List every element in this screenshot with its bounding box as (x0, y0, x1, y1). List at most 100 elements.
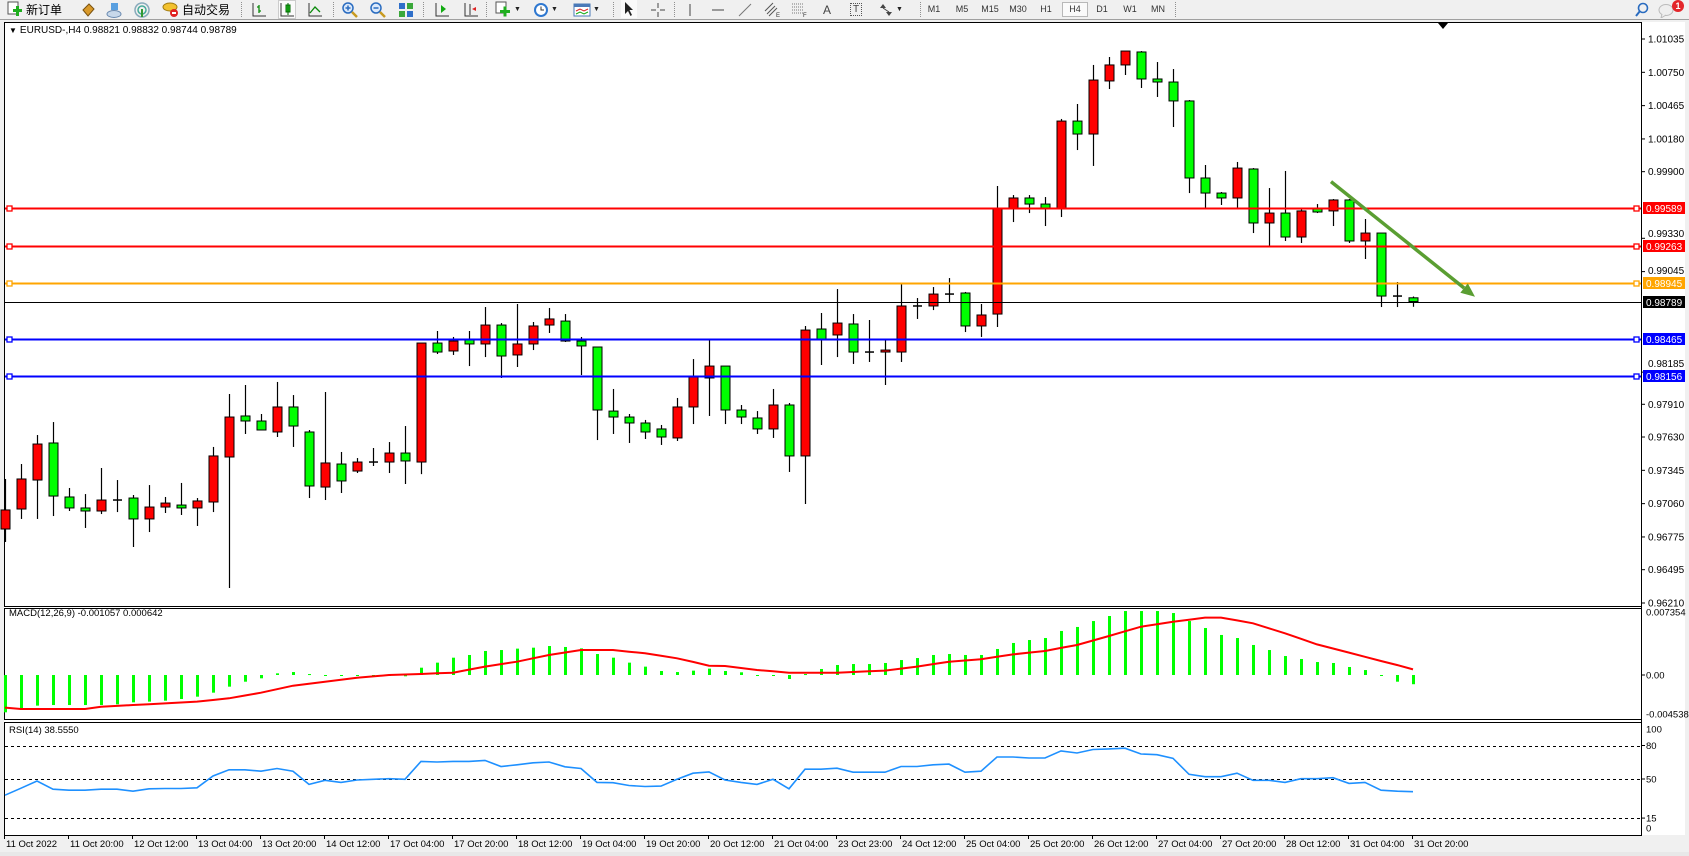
candle[interactable] (640, 419, 651, 440)
zoom-in-button[interactable] (342, 1, 358, 18)
candle[interactable] (432, 330, 443, 355)
candle[interactable] (1184, 100, 1195, 194)
candle[interactable] (1248, 168, 1259, 234)
level-handle[interactable] (6, 243, 13, 250)
candle[interactable] (240, 384, 251, 434)
candle[interactable] (592, 346, 603, 441)
chart-shift-marker-icon[interactable] (1438, 23, 1448, 29)
candle[interactable] (32, 435, 43, 519)
candle[interactable] (1296, 208, 1307, 243)
candle[interactable] (176, 482, 187, 515)
candle[interactable] (480, 307, 491, 358)
new-chart-button[interactable]: ▼ (494, 1, 521, 18)
level-handle[interactable] (1633, 243, 1640, 250)
candle[interactable] (288, 395, 299, 447)
timeframe-h1[interactable]: H1 (1040, 4, 1052, 14)
macd-panel[interactable] (4, 611, 1415, 713)
chevron-down-icon[interactable]: ▼ (551, 6, 558, 13)
level-handle[interactable] (1633, 373, 1640, 380)
chevron-down-icon[interactable]: ▼ (896, 6, 903, 13)
level-handle[interactable] (1633, 280, 1640, 287)
candle[interactable] (1088, 64, 1099, 166)
candle[interactable] (528, 321, 539, 351)
candle[interactable] (1072, 103, 1083, 151)
crosshair-button[interactable] (650, 1, 666, 18)
candle[interactable] (1344, 199, 1355, 243)
candle[interactable] (1024, 195, 1035, 214)
candle[interactable] (1168, 69, 1179, 128)
candle[interactable] (1280, 170, 1291, 241)
candle[interactable] (928, 287, 939, 311)
candle[interactable] (64, 487, 75, 512)
auto-trading-button[interactable]: 自动交易 (162, 1, 230, 18)
line-chart-button[interactable] (307, 1, 323, 18)
level-handle[interactable] (6, 205, 13, 212)
timeframe-m5[interactable]: M5 (955, 4, 969, 14)
periods-button[interactable]: ▼ (533, 1, 558, 18)
zoom-out-button[interactable] (370, 1, 386, 18)
new-order-button[interactable]: 新订单 (6, 1, 62, 18)
text-label-button[interactable]: T (850, 1, 863, 18)
candle[interactable] (336, 451, 347, 494)
candle[interactable] (1136, 51, 1147, 88)
candle[interactable] (656, 424, 667, 445)
candle[interactable] (1408, 296, 1419, 307)
candle[interactable] (1264, 188, 1275, 247)
candle[interactable] (1232, 161, 1243, 209)
candle[interactable] (752, 411, 763, 434)
candle[interactable] (400, 426, 411, 485)
candle[interactable] (320, 392, 331, 501)
auto-scroll-button[interactable] (434, 1, 450, 18)
vertical-line-button[interactable] (682, 1, 698, 18)
candle[interactable] (560, 314, 571, 342)
timeframe-w1[interactable]: W1 (1123, 4, 1137, 14)
candle[interactable] (960, 291, 971, 333)
candlestick-button[interactable] (278, 0, 296, 19)
header-triangle-icon[interactable]: ▼ (9, 26, 17, 35)
candle[interactable] (704, 339, 715, 416)
candle[interactable] (1104, 57, 1115, 90)
notification-button[interactable] (1658, 1, 1674, 18)
candle[interactable] (945, 278, 954, 304)
level-handle[interactable] (6, 373, 13, 380)
candle[interactable] (208, 446, 219, 513)
timeframe-h4[interactable]: H4 (1062, 2, 1088, 17)
candle[interactable] (913, 298, 922, 319)
level-handle[interactable] (6, 336, 13, 343)
candle[interactable] (1216, 192, 1227, 205)
candle[interactable] (544, 307, 555, 333)
timeframe-mn[interactable]: MN (1151, 4, 1165, 14)
candle[interactable] (369, 448, 378, 467)
candle[interactable] (1376, 232, 1387, 308)
price-panel[interactable] (0, 23, 1641, 589)
cloud-button[interactable] (106, 1, 122, 18)
candle[interactable] (672, 397, 683, 441)
candle[interactable] (865, 320, 874, 362)
candle[interactable] (48, 422, 59, 517)
timeframe-m30[interactable]: M30 (1009, 4, 1027, 14)
fibonacci-button[interactable]: F (791, 1, 809, 18)
candle[interactable] (1328, 199, 1339, 227)
candle[interactable] (832, 289, 843, 358)
candle[interactable] (496, 323, 507, 378)
candle[interactable] (416, 342, 427, 475)
candle[interactable] (192, 498, 203, 526)
arrows-button[interactable]: ▼ (878, 1, 903, 18)
market-book-button[interactable] (80, 1, 96, 18)
candle[interactable] (608, 388, 619, 434)
candle[interactable] (1200, 165, 1211, 209)
chart-shift-button[interactable] (463, 1, 479, 18)
candle[interactable] (768, 388, 779, 438)
templates-button[interactable]: ▼ (573, 1, 600, 18)
trendline-button[interactable] (737, 1, 753, 18)
rsi-panel[interactable] (4, 746, 1641, 819)
candle[interactable] (976, 303, 987, 337)
candle[interactable] (352, 458, 363, 474)
level-handle[interactable] (1633, 336, 1640, 343)
chevron-down-icon[interactable]: ▼ (593, 6, 600, 13)
candle[interactable] (96, 467, 107, 515)
candle[interactable] (80, 494, 91, 528)
bar-chart-button[interactable] (251, 1, 267, 18)
chevron-down-icon[interactable]: ▼ (514, 6, 521, 13)
trend-arrow[interactable] (1329, 180, 1475, 297)
